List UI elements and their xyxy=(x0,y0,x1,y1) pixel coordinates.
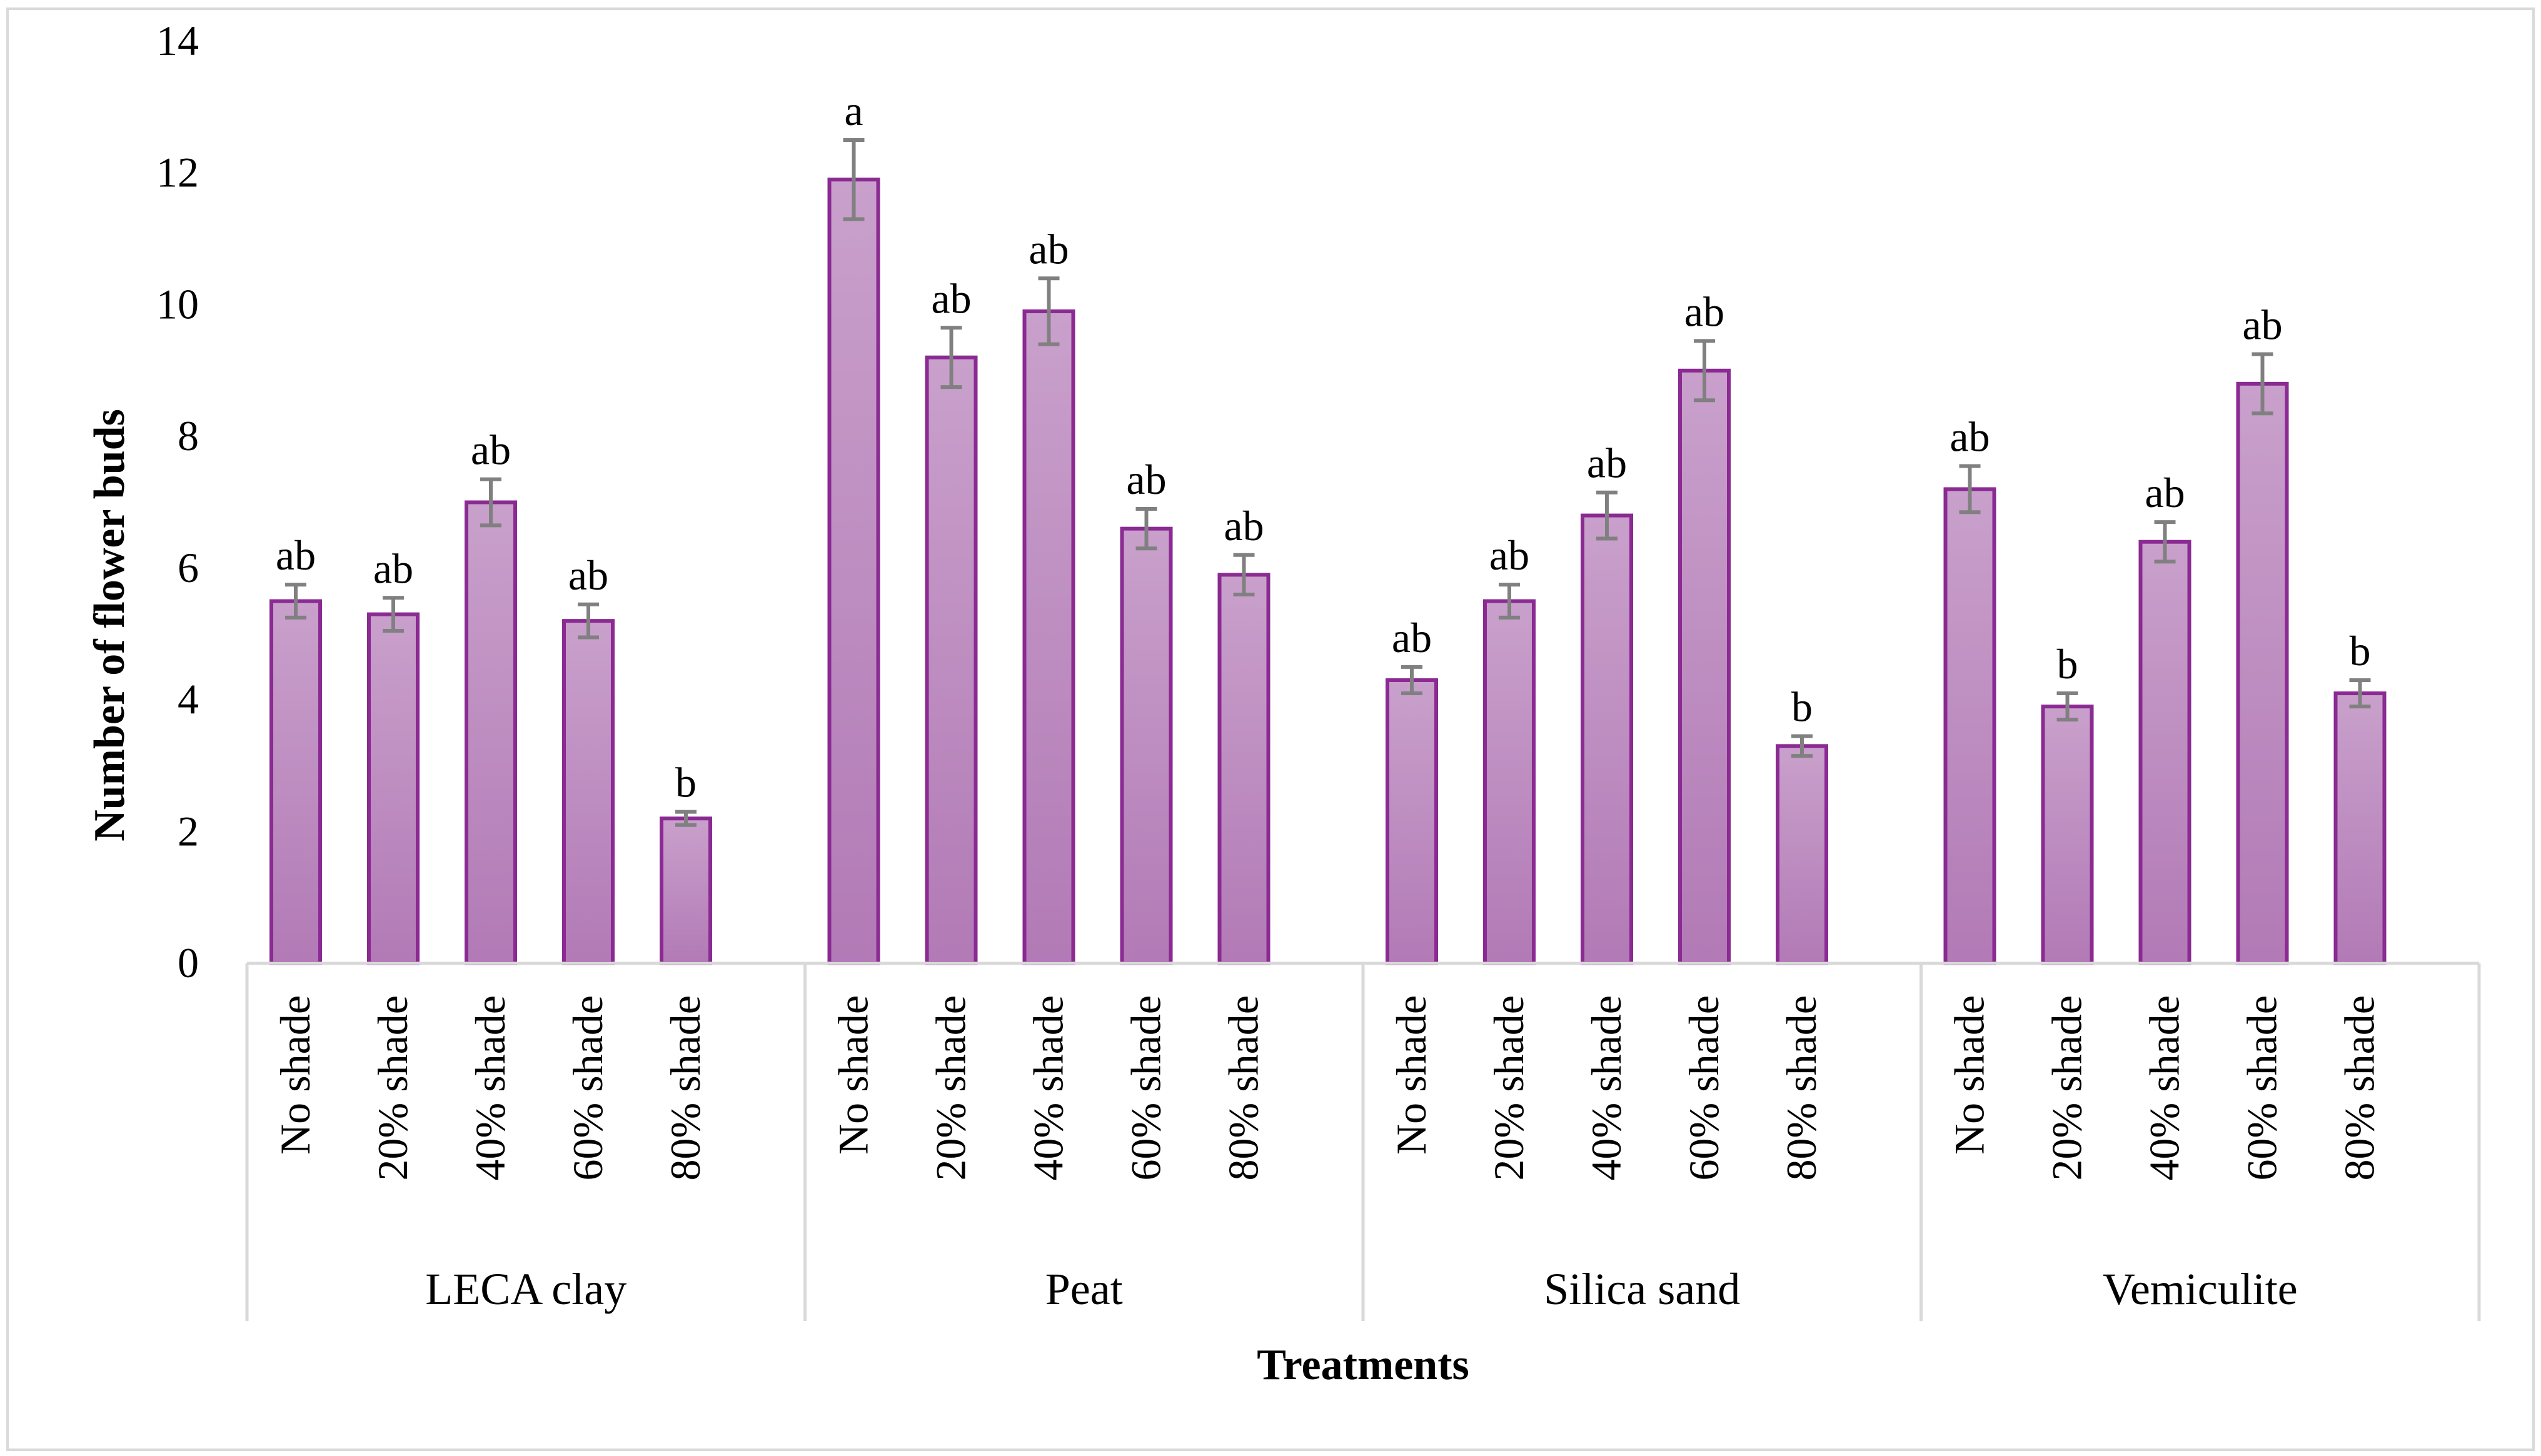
significance-label: ab xyxy=(1489,531,1529,579)
significance-label: ab xyxy=(1029,225,1069,273)
bar xyxy=(269,599,322,965)
bar-group: ab xyxy=(2236,301,2289,965)
significance-label: a xyxy=(844,87,863,134)
significance-label: ab xyxy=(931,274,971,322)
bar xyxy=(1943,487,1996,965)
bar-group: b xyxy=(660,759,712,965)
bar-group: a xyxy=(827,87,880,965)
significance-label: b xyxy=(675,759,697,806)
bars: ab ab ab ab b a ab ab ab ab ab ab ab ab b ab b ab ab b xyxy=(269,87,2387,966)
bar-group: ab xyxy=(367,545,420,965)
x-axis: No shade 20% shade 40% shade 60% shade 80% s… xyxy=(245,961,2481,1321)
category-label: No shade xyxy=(1946,995,1993,1155)
bar xyxy=(2138,540,2191,965)
bar xyxy=(1217,573,1270,965)
category-label: 60% shade xyxy=(1680,995,1728,1180)
bar xyxy=(2236,381,2289,965)
y-tick-label: 0 xyxy=(178,939,199,987)
category-label: No shade xyxy=(271,995,319,1155)
category-label: 20% shade xyxy=(1485,995,1532,1180)
bar-group: ab xyxy=(1217,502,1270,965)
chart-border xyxy=(6,8,2535,1451)
y-tick-label: 12 xyxy=(156,149,199,196)
category-label: 60% shade xyxy=(1122,995,1170,1180)
bar-group: b xyxy=(2333,627,2387,966)
group-label: Peat xyxy=(1045,1264,1123,1314)
bar-group: ab xyxy=(925,274,978,965)
bar-group: ab xyxy=(2138,469,2191,965)
category-label: 20% shade xyxy=(927,995,975,1180)
group-label: Silica sand xyxy=(1544,1264,1740,1314)
y-axis-title: Number of flower buds xyxy=(86,409,134,841)
bar xyxy=(562,619,615,965)
category-label: 20% shade xyxy=(369,995,416,1180)
bar xyxy=(660,816,712,965)
bar-group: b xyxy=(2041,640,2094,966)
bar xyxy=(827,178,880,965)
significance-label: ab xyxy=(1392,614,1432,661)
category-label: No shade xyxy=(830,995,877,1155)
bar xyxy=(1120,526,1173,965)
bar-group: ab xyxy=(1022,225,1075,966)
bar xyxy=(2041,705,2094,966)
category-label: 80% shade xyxy=(1778,995,1825,1180)
bar xyxy=(1022,309,1075,966)
significance-label: ab xyxy=(373,545,413,592)
bar xyxy=(1678,368,1731,965)
bar xyxy=(465,500,517,965)
y-axis: 0 2 4 6 8 10 12 14 xyxy=(156,17,199,987)
significance-label: b xyxy=(2350,627,2371,675)
significance-label: ab xyxy=(1950,413,1990,461)
bar xyxy=(1483,599,1536,965)
significance-label: ab xyxy=(1684,288,1724,335)
significance-label: ab xyxy=(568,551,608,599)
bar xyxy=(1386,678,1438,965)
y-tick-label: 4 xyxy=(178,676,199,723)
category-label: 80% shade xyxy=(1220,995,1267,1180)
y-tick-label: 6 xyxy=(178,544,199,591)
group-label: Vemiculite xyxy=(2103,1264,2298,1314)
category-label: 40% shade xyxy=(2141,995,2188,1180)
bar-group: b xyxy=(1776,683,1828,965)
bar xyxy=(1776,744,1828,965)
category-label: 40% shade xyxy=(466,995,514,1180)
bar-group: ab xyxy=(1120,456,1173,965)
bar-group: ab xyxy=(1678,288,1731,965)
bar-group: ab xyxy=(1943,413,1996,965)
category-label: 60% shade xyxy=(564,995,611,1180)
bar xyxy=(925,355,978,965)
significance-label: ab xyxy=(1224,502,1264,550)
group-label: LECA clay xyxy=(425,1264,626,1314)
significance-label: ab xyxy=(2242,301,2282,348)
y-tick-label: 8 xyxy=(178,412,199,459)
significance-label: ab xyxy=(1587,439,1627,487)
significance-label: ab xyxy=(2145,469,2185,516)
bar-group: ab xyxy=(1386,614,1438,965)
category-label: 60% shade xyxy=(2238,995,2286,1180)
category-label: 40% shade xyxy=(1582,995,1630,1180)
bar xyxy=(2333,691,2387,966)
bar xyxy=(1581,513,1633,965)
category-label: 80% shade xyxy=(2336,995,2383,1180)
category-label: 20% shade xyxy=(2043,995,2091,1180)
bar-group: ab xyxy=(465,426,517,965)
significance-label: ab xyxy=(1126,456,1166,503)
significance-label: b xyxy=(2057,640,2078,688)
bar xyxy=(367,612,420,965)
y-tick-label: 10 xyxy=(156,280,199,328)
category-label: 40% shade xyxy=(1025,995,1072,1180)
y-tick-label: 2 xyxy=(178,807,199,855)
y-tick-label: 14 xyxy=(156,17,199,64)
category-label: 80% shade xyxy=(662,995,709,1180)
bar-group: ab xyxy=(562,551,615,965)
significance-label: ab xyxy=(276,531,316,579)
significance-label: ab xyxy=(471,426,511,474)
bar-group: ab xyxy=(269,531,322,965)
category-label: No shade xyxy=(1387,995,1435,1155)
x-axis-title: Treatments xyxy=(1257,1341,1469,1389)
significance-label: b xyxy=(1791,683,1813,731)
bar-group: ab xyxy=(1581,439,1633,965)
